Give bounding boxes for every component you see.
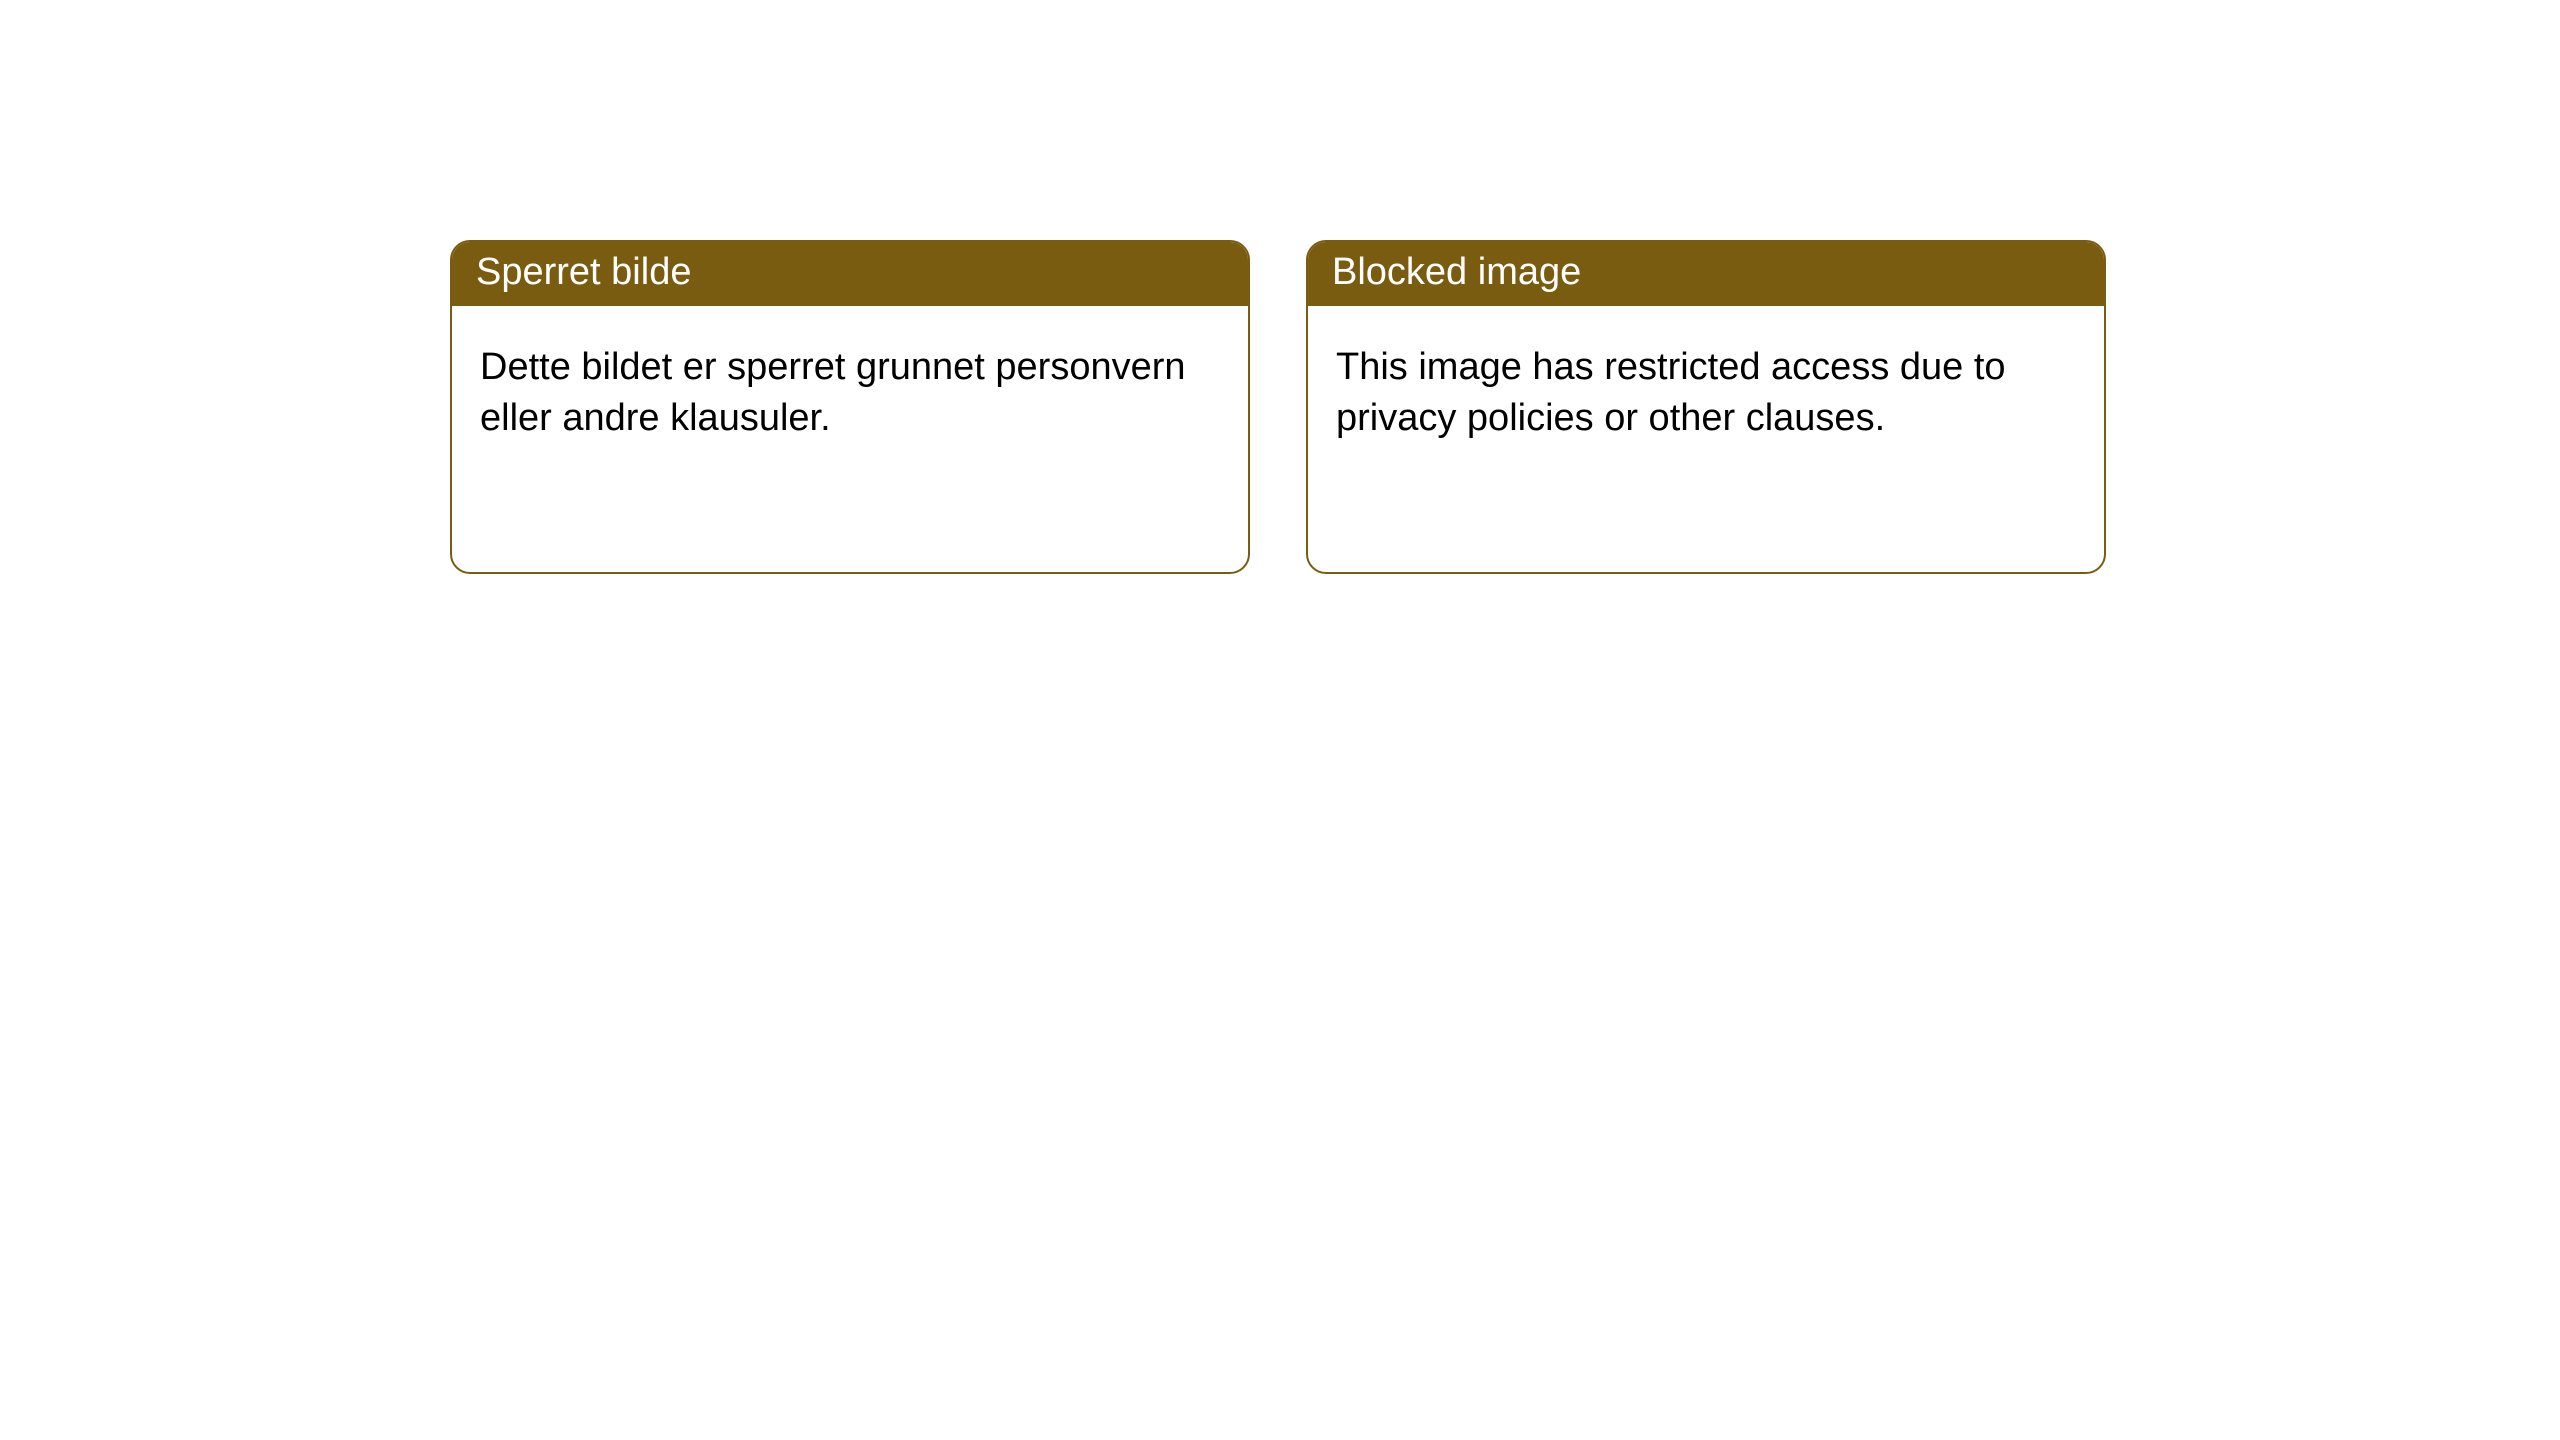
notice-header: Blocked image <box>1308 242 2104 306</box>
notice-box-english: Blocked image This image has restricted … <box>1306 240 2106 574</box>
notice-box-norwegian: Sperret bilde Dette bildet er sperret gr… <box>450 240 1250 574</box>
notice-body: Dette bildet er sperret grunnet personve… <box>452 306 1248 473</box>
notice-header: Sperret bilde <box>452 242 1248 306</box>
notice-body: This image has restricted access due to … <box>1308 306 2104 473</box>
notice-container: Sperret bilde Dette bildet er sperret gr… <box>0 0 2560 574</box>
